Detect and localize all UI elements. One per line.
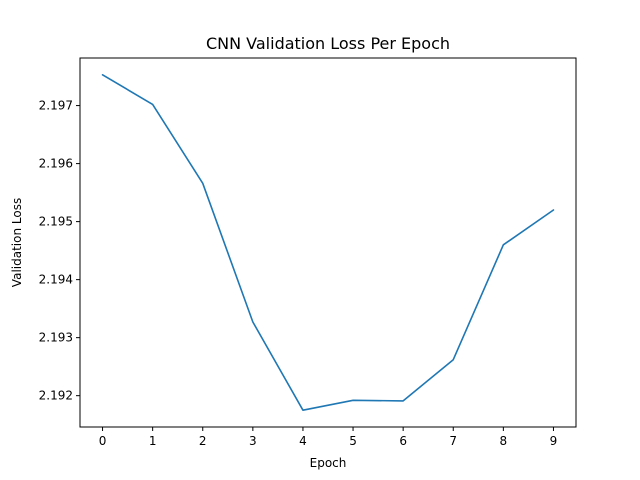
x-tick-label: 3 (249, 434, 257, 448)
x-tick-label: 5 (349, 434, 357, 448)
y-axis-label: Validation Loss (10, 198, 24, 287)
chart-title: CNN Validation Loss Per Epoch (206, 34, 450, 53)
x-tick-label: 2 (199, 434, 207, 448)
y-tick-label: 2.195 (39, 215, 73, 229)
x-tick-label: 1 (149, 434, 157, 448)
x-axis-label: Epoch (310, 456, 347, 470)
validation-loss-line (101, 74, 555, 411)
x-tick-label: 6 (399, 434, 407, 448)
x-tick-label: 8 (500, 434, 508, 448)
y-tick-label: 2.196 (39, 157, 73, 171)
x-tick-label: 4 (299, 434, 307, 448)
x-tick-label: 9 (550, 434, 558, 448)
y-tick-label: 2.192 (39, 389, 73, 403)
x-axis-ticks: 0 1 2 3 4 5 6 7 8 9 (99, 427, 558, 448)
y-tick-label: 2.193 (39, 331, 73, 345)
y-tick-label: 2.194 (39, 273, 73, 287)
y-tick-label: 2.197 (39, 99, 73, 113)
y-axis-ticks: 2.192 2.193 2.194 2.195 2.196 2.197 (39, 99, 80, 403)
x-tick-label: 0 (99, 434, 107, 448)
x-tick-label: 7 (449, 434, 457, 448)
plot-area-frame (79, 57, 577, 428)
